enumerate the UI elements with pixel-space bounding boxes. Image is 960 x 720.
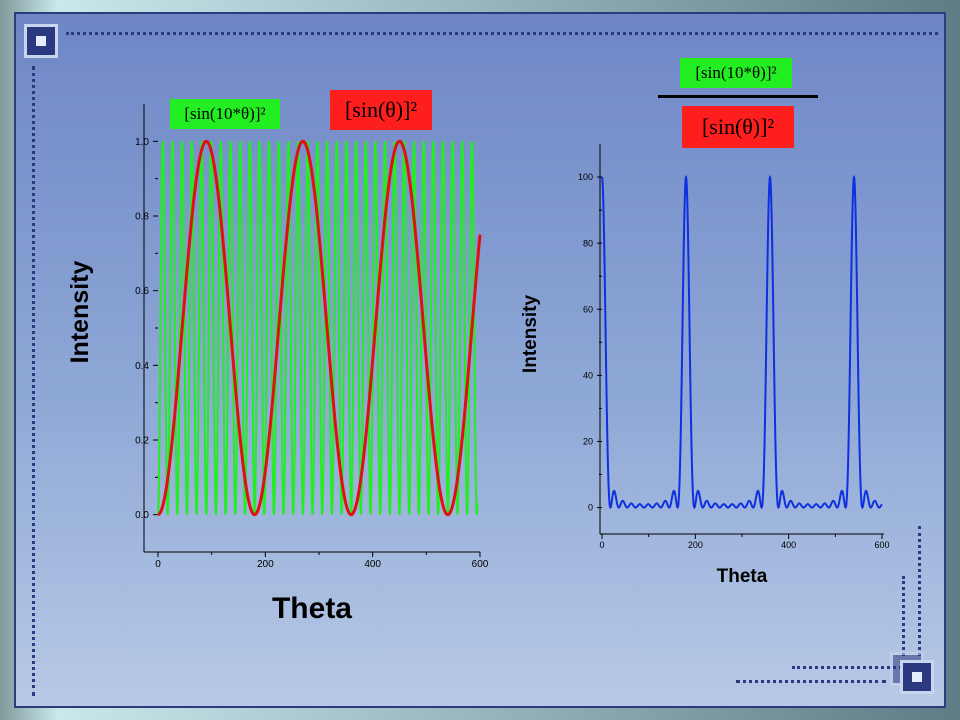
fraction-denominator: [sin(θ)]² xyxy=(682,106,794,148)
right-dotted-line xyxy=(918,526,921,656)
y-tick-label: 40 xyxy=(583,371,593,381)
right-dotted-line-2 xyxy=(902,576,905,656)
y-tick-label: 0.8 xyxy=(135,212,149,223)
y-tick-label: 0.4 xyxy=(135,361,149,372)
y-tick-label: 60 xyxy=(583,304,593,314)
y-tick-label: 0.6 xyxy=(135,286,149,297)
y-tick-label: 80 xyxy=(583,238,593,248)
chart-right: 0 200 400 600 0 20 40 60 80 100 Theta Intensity xyxy=(520,144,890,587)
x-tick-label: 200 xyxy=(257,559,274,570)
bottom-dotted-line-2 xyxy=(736,680,886,683)
y-tick-label: 0.2 xyxy=(135,436,149,447)
x-axis-label-right: Theta xyxy=(717,566,768,587)
x-tick-label: 200 xyxy=(688,540,703,550)
bottom-right-square-icon xyxy=(900,660,934,694)
y-tick-label: 0.0 xyxy=(135,510,149,521)
slide: [sin(10*θ)]² [sin(θ)]² [sin(10*θ)]² [sin… xyxy=(14,12,946,708)
right-ticks: 0 200 400 600 0 20 40 60 80 100 xyxy=(578,172,890,550)
x-axis-label-left: Theta xyxy=(272,592,352,625)
y-tick-label: 0 xyxy=(588,503,593,513)
fraction-numerator: [sin(10*θ)]² xyxy=(680,58,792,88)
x-tick-label: 400 xyxy=(364,559,381,570)
series-red-line xyxy=(157,139,482,517)
top-left-square-icon xyxy=(24,24,58,58)
bottom-dotted-line xyxy=(792,666,902,669)
y-tick-label: 100 xyxy=(578,172,593,182)
x-tick-label: 0 xyxy=(599,540,604,550)
fraction-bar xyxy=(658,95,818,98)
x-tick-label: 600 xyxy=(472,559,489,570)
left-dotted-line xyxy=(32,66,35,696)
left-ticks: 0 200 400 600 0.0 0.2 0.4 0.6 0.8 1.0 xyxy=(135,137,489,570)
y-tick-label: 20 xyxy=(583,437,593,447)
series-green-line xyxy=(157,141,479,515)
top-dotted-line xyxy=(66,32,938,35)
legend-red-formula: [sin(θ)]² xyxy=(330,90,432,130)
y-tick-label: 1.0 xyxy=(135,137,149,148)
series-blue-line xyxy=(601,175,883,509)
y-axis-label-left: Intensity xyxy=(66,261,94,364)
x-tick-label: 0 xyxy=(155,559,161,570)
chart-left: 0 200 400 600 0.0 0.2 0.4 0.6 0.8 1.0 Theta Inten… xyxy=(66,104,489,625)
y-axis-label-right: Intensity xyxy=(520,295,541,374)
legend-green-formula: [sin(10*θ)]² xyxy=(170,99,280,129)
x-tick-label: 600 xyxy=(874,540,889,550)
x-tick-label: 400 xyxy=(781,540,796,550)
